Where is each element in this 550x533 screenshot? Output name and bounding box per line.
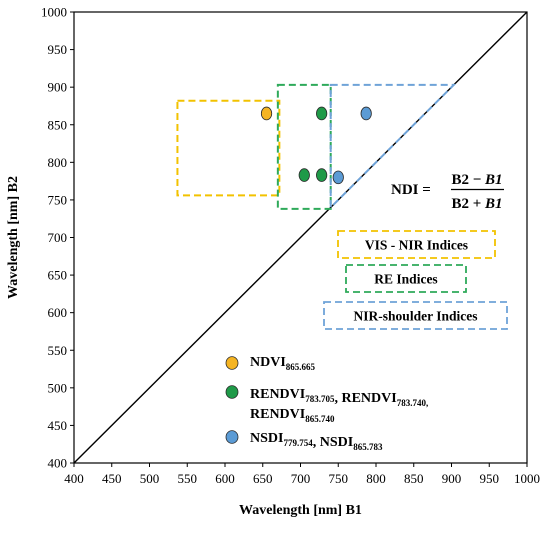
region-re [276,83,332,210]
x-tick-label: 750 [329,471,349,486]
x-tick-label: 1000 [514,471,540,486]
x-tick-label: 550 [178,471,198,486]
x-tick-label: 600 [215,471,235,486]
annotations: VIS - NIR Indices RE Indices NIR-shoulder … [323,172,508,330]
legend-label-nsdi: NSDI779.754, NSDI865.783 [250,431,383,452]
axes: 400 450 500 550 600 650 700 750 800 850 900 950 1000… [6,5,540,519]
y-tick-label: 700 [48,230,68,245]
y-tick-label: 600 [48,305,68,320]
y-axis-title: Wavelength [nm] B2 [6,176,21,299]
x-tick-label: 850 [404,471,424,486]
legend-label-rendvi: RENDVI783.705, RENDVI783.740, [250,387,428,408]
x-tick-label: 650 [253,471,273,486]
legend-marker-rendvi [225,385,239,399]
x-tick-label: 900 [442,471,462,486]
y-tick-label: 750 [48,192,68,207]
region-label-box-vis [337,230,496,259]
formula-denominator: B2 + B1 [451,196,502,212]
region-vis [176,99,281,197]
y-tick-label: 500 [48,380,68,395]
y-tick-label: 800 [48,155,68,170]
region-label-re: RE Indices [374,272,437,287]
region-label-nir: NIR-shoulder Indices [354,309,478,324]
x-tick-label: 950 [480,471,500,486]
y-tick-label: 1000 [41,5,67,20]
point-ndvi [260,106,273,121]
region-label-box-re [345,264,467,293]
region-label-vis: VIS - NIR Indices [365,238,468,253]
legend-label-rendvi: RENDVI865.740 [250,407,335,424]
y-tick-label: 450 [48,418,68,433]
y-tick-label: 400 [48,456,68,471]
formula-numerator: B2 − B1 [451,172,502,188]
legend-marker-nsdi [225,430,239,444]
region-label-box-nir [323,301,508,330]
y-tick-label: 850 [48,117,68,132]
regions [176,83,457,210]
point-rendvi [316,168,328,182]
y-tick-label: 550 [48,343,68,358]
legend-marker-ndvi [225,356,239,370]
point-rendvi [316,106,328,121]
y-tick-label: 950 [48,42,68,57]
y-tick-label: 650 [48,268,68,283]
point-nsdi [360,106,372,121]
point-nsdi [332,170,344,185]
x-tick-label: 800 [366,471,386,486]
formula-lhs: NDI = [391,182,431,198]
point-rendvi [298,168,310,182]
x-axis-title: Wavelength [nm] B1 [239,503,362,518]
region-nir [329,83,457,210]
x-tick-label: 500 [140,471,160,486]
x-tick-label: 450 [102,471,122,486]
x-tick-label: 700 [291,471,311,486]
y-tick-label: 900 [48,80,68,95]
data-points [260,106,372,185]
legend-label-ndvi: NDVI865.665 [250,355,316,372]
legend: NDVI865.665 RENDVI783.705, RENDVI783.740,… [225,355,428,452]
x-tick-label: 400 [64,471,84,486]
